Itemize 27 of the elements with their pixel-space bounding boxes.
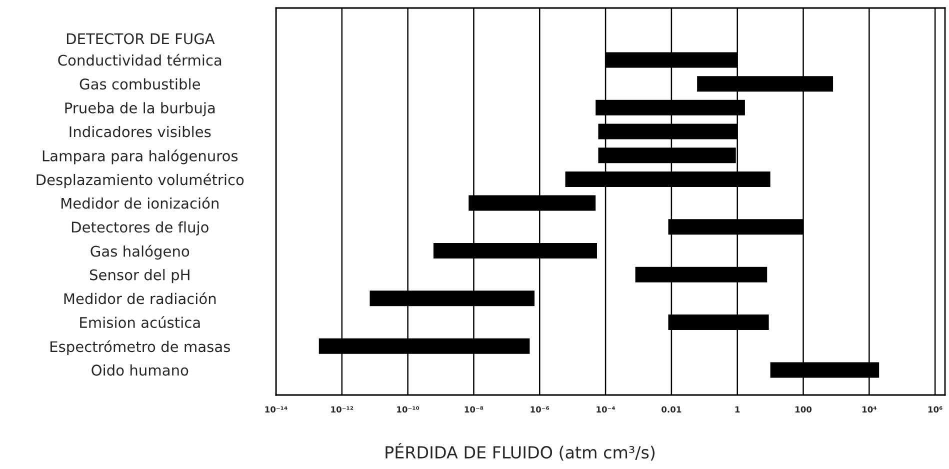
x-tick-label: 10⁻⁴ xyxy=(596,406,616,413)
x-tick-label: 0.01 xyxy=(662,406,682,413)
y-tick-label: Gas combustible xyxy=(80,78,200,90)
x-tick-label: 10⁻¹⁴ xyxy=(265,406,288,413)
x-tick-label: 10⁻⁸ xyxy=(464,406,484,413)
y-tick-label: Medidor de radiación xyxy=(64,292,216,304)
y-tick-label: Prueba de la burbuja xyxy=(65,102,215,116)
x-tick-label: 100 xyxy=(796,406,812,413)
y-tick-label: Emision acústica xyxy=(80,316,200,328)
y-tick-label: Desplazamiento volumétrico xyxy=(36,173,244,188)
y-tick-label: Detectores de flujo xyxy=(72,221,208,236)
y-tick-label: Indicadores visibles xyxy=(70,126,211,138)
x-tick-label: 10⁶ xyxy=(928,406,942,413)
x-tick-label: 10⁴ xyxy=(862,406,876,413)
y-tick-label: Sensor del pH xyxy=(90,269,190,284)
y-tick-label: Espectrómetro de masas xyxy=(50,340,230,355)
x-tick-label: 10⁻¹² xyxy=(331,406,354,413)
y-tick-label: Gas halógeno xyxy=(90,244,190,260)
y-tick-label: Oido humano xyxy=(92,364,188,376)
y-axis-title: DETECTOR DE FUGA xyxy=(66,33,215,44)
x-tick-label: 10⁻⁶ xyxy=(530,406,550,413)
x-tick-label: 1 xyxy=(735,406,740,412)
y-tick-label: Lampara para halógenuros xyxy=(42,150,238,164)
y-tick-label: Conductividad térmica xyxy=(58,54,222,66)
x-tick-label: 10⁻¹⁰ xyxy=(397,406,420,413)
y-tick-label: Medidor de ionización xyxy=(62,196,218,209)
x-axis-title: PÉRDIDA DE FLUIDO (atm cm³/s) xyxy=(386,442,655,461)
